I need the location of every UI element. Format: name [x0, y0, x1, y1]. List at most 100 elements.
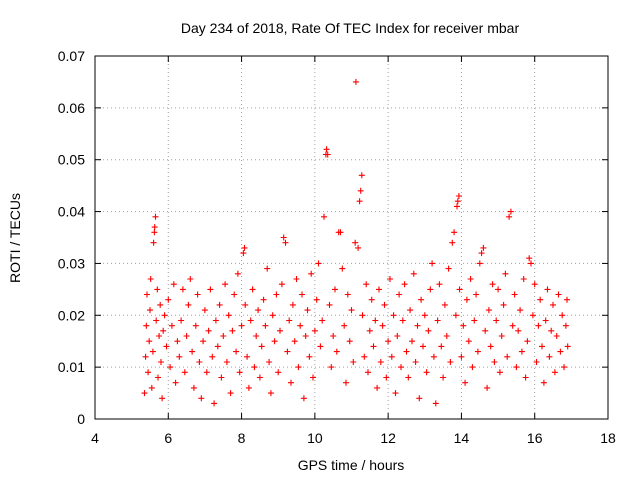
data-point	[564, 343, 571, 350]
data-point	[209, 353, 216, 360]
data-point	[471, 317, 478, 324]
data-point	[511, 291, 518, 298]
data-point	[178, 317, 185, 324]
data-point	[273, 291, 280, 298]
data-point	[343, 379, 349, 386]
data-point	[410, 270, 417, 277]
data-point	[462, 379, 469, 386]
data-point	[264, 265, 271, 272]
data-point	[423, 369, 430, 376]
data-point	[401, 281, 408, 288]
data-point	[249, 286, 256, 293]
data-point	[194, 291, 201, 298]
data-point	[302, 333, 309, 339]
data-point	[306, 353, 313, 360]
data-point	[520, 276, 527, 282]
data-point	[147, 276, 154, 282]
data-point	[255, 307, 262, 314]
data-point	[383, 374, 390, 381]
data-point	[394, 333, 401, 339]
data-point	[151, 224, 158, 231]
data-point	[484, 384, 491, 391]
data-point	[185, 301, 192, 308]
data-point	[346, 338, 353, 345]
data-point	[332, 286, 338, 293]
data-point	[456, 286, 463, 293]
data-point	[168, 322, 175, 329]
data-point	[271, 338, 278, 345]
data-point	[267, 390, 274, 397]
data-point	[467, 276, 474, 282]
data-point	[498, 333, 505, 339]
data-point	[441, 301, 448, 308]
y-tick-label: 0.01	[58, 359, 85, 375]
data-point	[553, 333, 560, 339]
data-point	[504, 353, 511, 360]
data-point	[284, 348, 291, 355]
data-point	[154, 286, 161, 293]
data-point	[149, 348, 156, 355]
data-point	[390, 312, 397, 319]
data-point	[365, 369, 371, 376]
data-point	[216, 301, 223, 308]
data-point	[387, 276, 393, 282]
data-point	[328, 364, 335, 371]
data-point	[436, 281, 443, 288]
y-tick-label: 0.02	[58, 307, 85, 323]
data-point	[469, 364, 476, 371]
data-point	[485, 307, 492, 314]
data-point	[289, 301, 296, 308]
data-point	[370, 343, 377, 350]
x-tick-label: 16	[527, 430, 543, 446]
data-point	[262, 322, 269, 329]
y-tick-label: 0.04	[58, 204, 85, 220]
data-point	[399, 317, 406, 324]
data-point	[438, 343, 445, 350]
data-point	[352, 239, 359, 246]
data-point	[282, 239, 289, 246]
data-point	[458, 353, 465, 360]
data-point	[434, 317, 441, 324]
data-point	[227, 390, 234, 397]
data-point	[181, 369, 188, 376]
data-point	[372, 317, 379, 324]
data-point	[308, 270, 315, 277]
data-point	[189, 348, 196, 355]
data-point	[280, 234, 287, 241]
data-point	[451, 229, 458, 236]
data-point	[275, 369, 282, 376]
data-point	[487, 343, 494, 350]
data-point	[524, 338, 531, 345]
data-point	[172, 379, 179, 386]
data-point	[152, 213, 159, 220]
data-point	[151, 229, 158, 236]
data-point	[454, 198, 461, 205]
data-point	[425, 327, 432, 334]
data-point	[157, 301, 164, 308]
x-axis-ticks: 4 6 8 10 12 14 16 18	[91, 56, 616, 446]
data-point	[546, 353, 553, 360]
data-point	[144, 291, 150, 298]
data-point	[311, 327, 318, 334]
data-point	[418, 296, 425, 303]
data-point	[452, 312, 459, 319]
data-point	[147, 307, 153, 314]
x-tick-label: 14	[454, 430, 470, 446]
data-point	[473, 291, 480, 298]
data-point	[146, 338, 153, 345]
data-point	[286, 317, 293, 324]
data-point	[495, 286, 502, 293]
data-point	[277, 327, 283, 334]
data-point	[496, 369, 503, 376]
data-point	[414, 322, 421, 329]
data-point	[432, 400, 439, 407]
data-point	[564, 296, 570, 303]
data-point	[323, 146, 330, 153]
data-point	[493, 317, 500, 324]
data-point	[229, 327, 236, 334]
data-point	[507, 208, 514, 215]
data-point	[253, 333, 260, 339]
chart-title: Day 234 of 2018, Rate Of TEC Index for r…	[181, 20, 520, 36]
data-point	[315, 260, 322, 267]
data-point	[529, 312, 536, 319]
